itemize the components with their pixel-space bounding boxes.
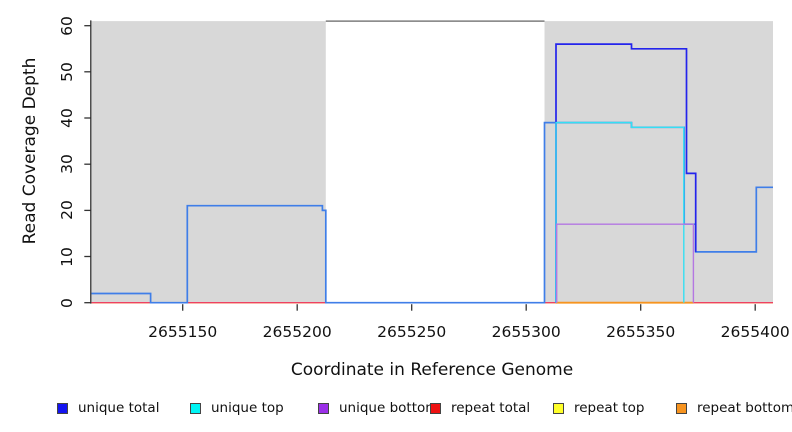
legend-item: unique bottom [318, 400, 439, 416]
legend-swatch-icon [57, 402, 68, 414]
x-tick-label: 2655200 [262, 323, 332, 341]
legend-label: unique bottom [339, 400, 439, 416]
legend-item: repeat top [553, 400, 645, 416]
shaded-region [544, 21, 773, 304]
legend-label: unique top [211, 400, 284, 416]
legend-label: repeat bottom [697, 400, 792, 416]
legend-item: repeat bottom [676, 400, 792, 416]
x-axis-label: Coordinate in Reference Genome [290, 360, 574, 380]
series-unique-top [555, 121, 685, 303]
legend-swatch-icon [430, 402, 441, 414]
x-tick-label: 2655150 [148, 323, 218, 341]
y-tick-label: 60 [58, 15, 76, 36]
legend-swatch-icon [318, 402, 329, 414]
x-tick-label: 2655400 [720, 323, 790, 341]
legend-label: unique total [78, 400, 160, 416]
x-tick-label: 2655350 [606, 323, 676, 341]
shaded-region [91, 21, 326, 304]
y-tick-label: 50 [58, 61, 76, 82]
y-tick-label: 30 [58, 154, 76, 175]
legend-item: unique top [190, 400, 284, 416]
x-tick-label: 2655300 [491, 323, 561, 341]
y-tick-label: 40 [58, 108, 76, 128]
series-unique-total [555, 43, 697, 303]
legend-swatch-icon [190, 402, 201, 414]
y-tick-label: 10 [58, 246, 76, 267]
legend-label: repeat total [451, 400, 531, 416]
y-tick-label: 20 [58, 200, 76, 221]
legend-item: repeat total [430, 400, 531, 416]
legend-swatch-icon [676, 402, 687, 414]
legend-label: repeat top [574, 400, 645, 416]
legend-item: unique total [57, 400, 160, 416]
legend-swatch-icon [553, 402, 564, 414]
y-tick-label: 0 [58, 297, 76, 308]
series-unique-bottom [556, 223, 695, 303]
y-axis-label: Read Coverage Depth [20, 57, 40, 245]
x-tick-label: 2655250 [377, 323, 447, 341]
